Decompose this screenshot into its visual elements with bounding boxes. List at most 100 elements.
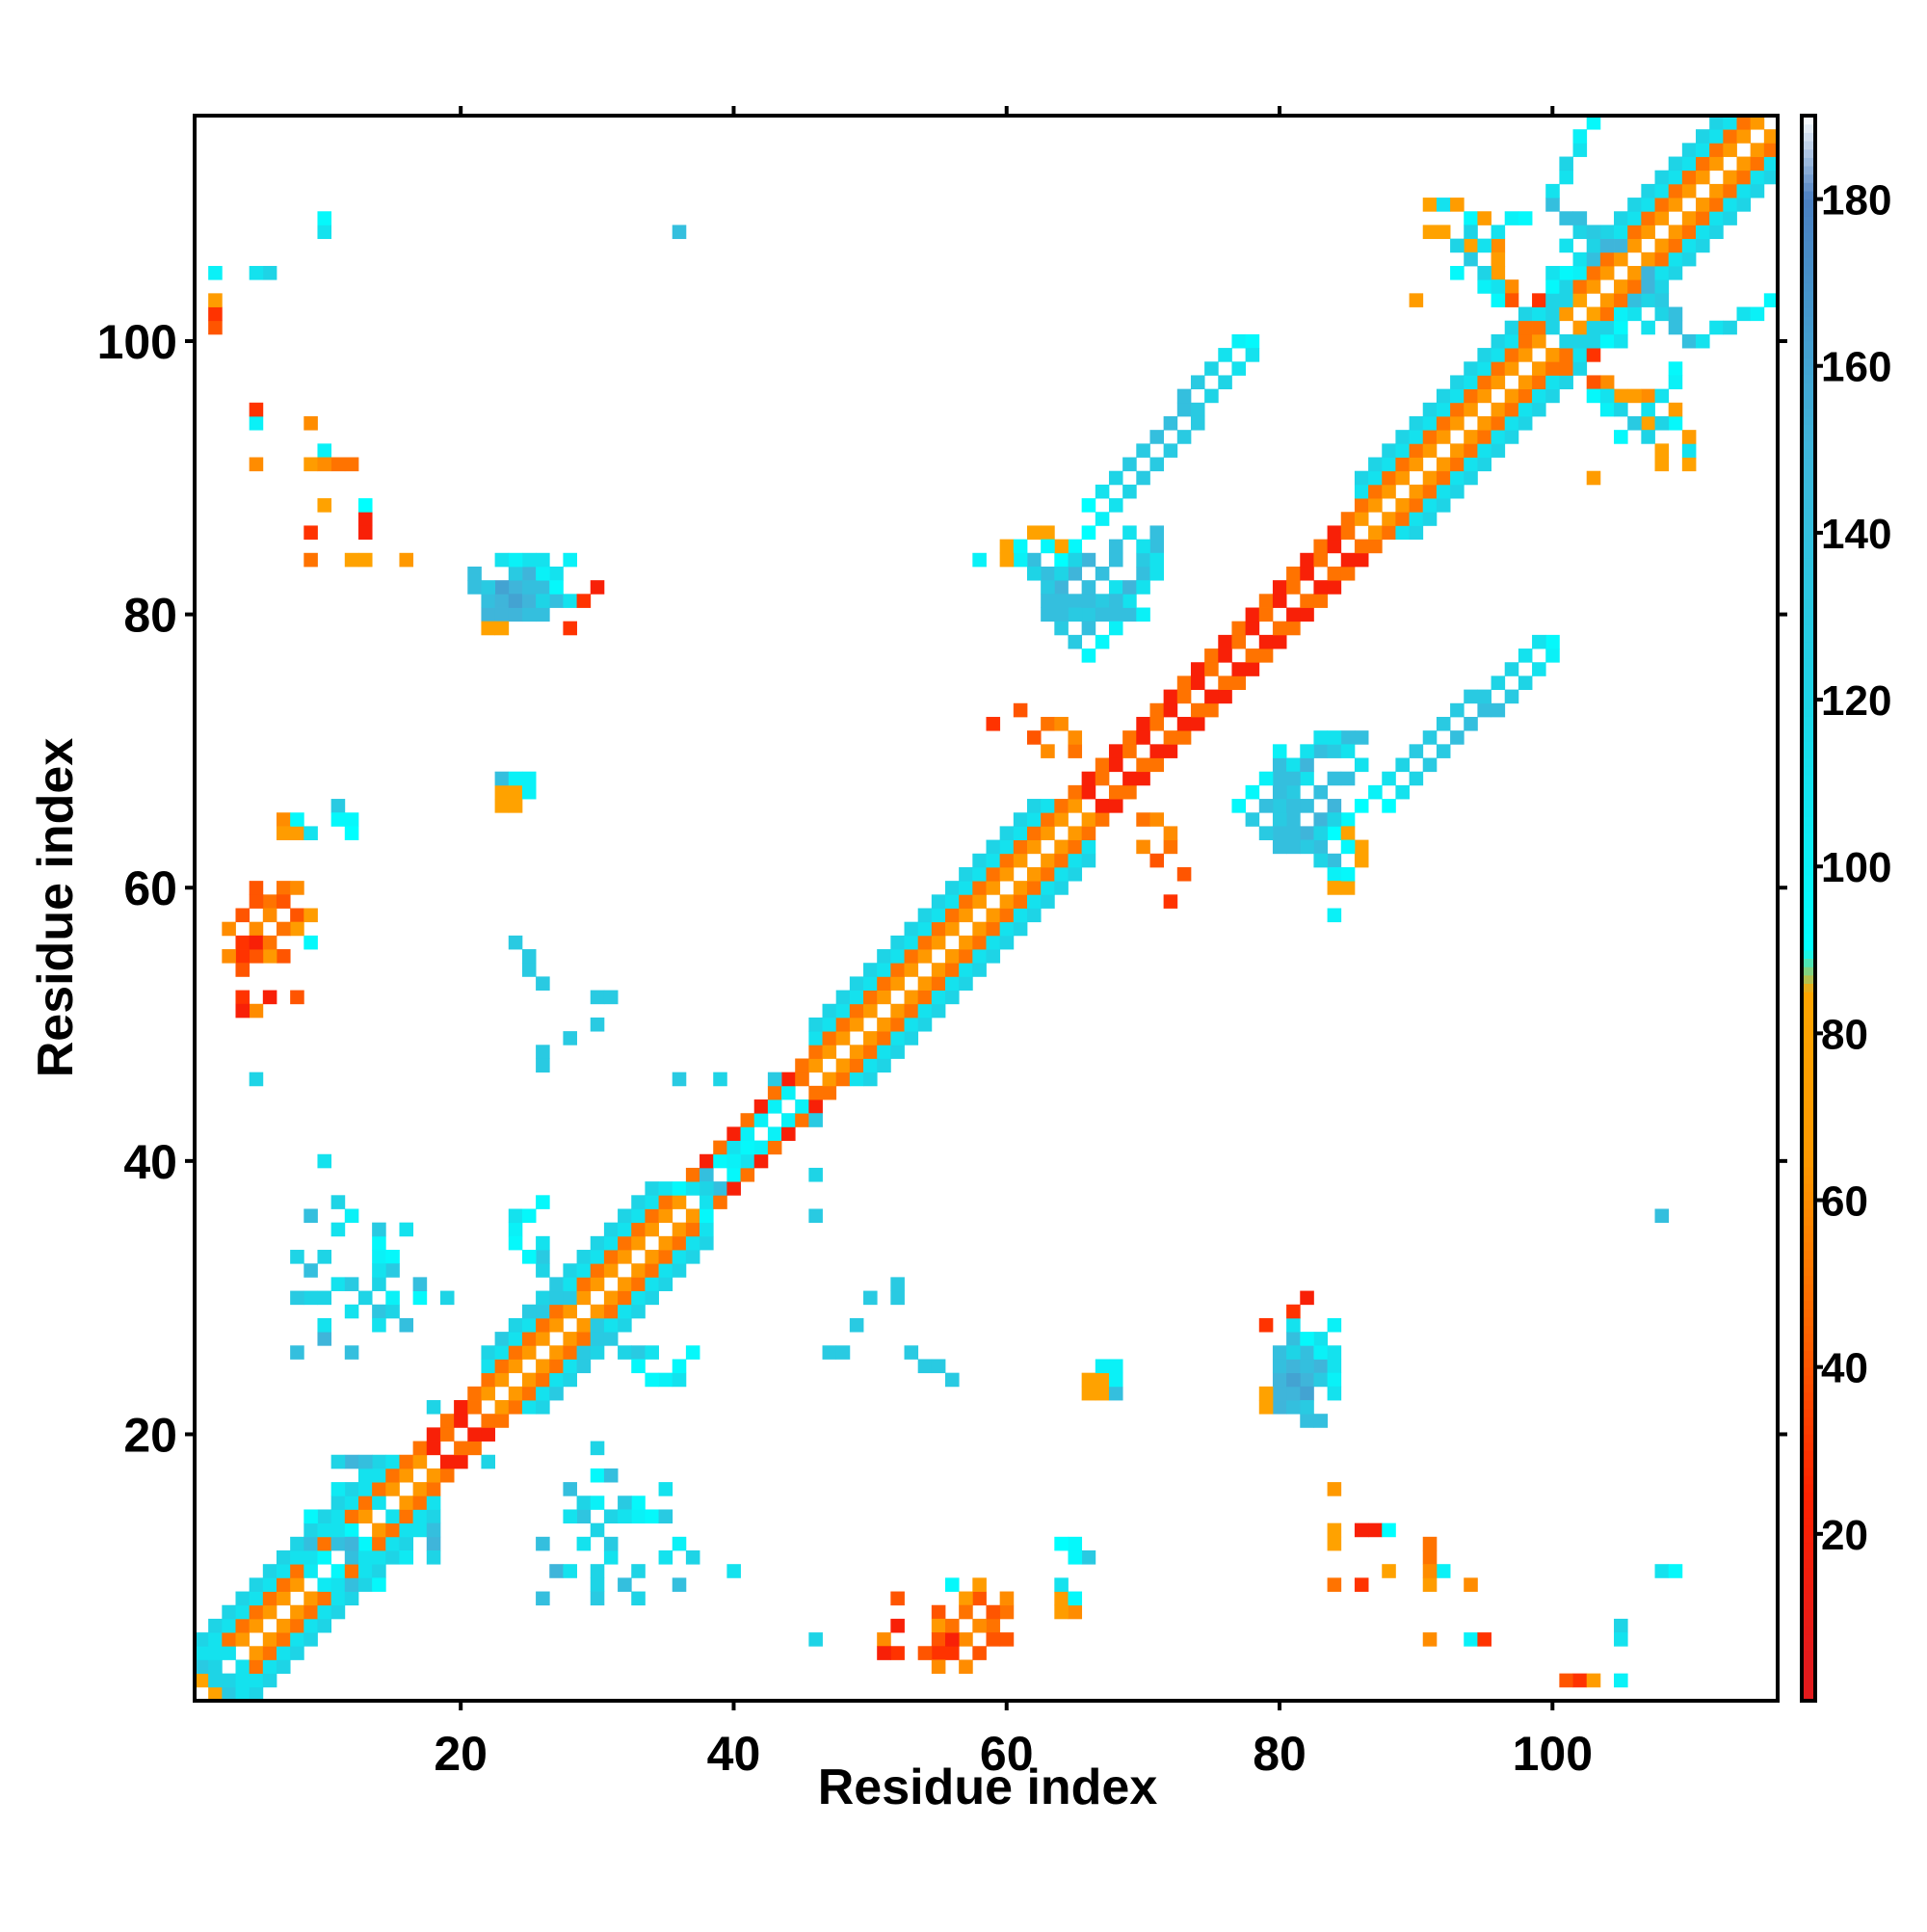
heatmap-cell	[1681, 156, 1697, 172]
heatmap-cell	[549, 580, 564, 595]
heatmap-cell	[849, 1317, 864, 1333]
heatmap-cell	[1368, 784, 1383, 800]
colorbar-segment	[1802, 383, 1815, 392]
heatmap-cell	[726, 1153, 741, 1169]
heatmap-cell	[563, 1332, 577, 1346]
heatmap-cell	[1013, 894, 1028, 909]
heatmap-cell	[658, 1482, 673, 1496]
heatmap-cell	[290, 1536, 304, 1551]
heatmap-cell	[999, 935, 1015, 950]
heatmap-cell	[508, 1400, 523, 1415]
heatmap-cell	[1136, 539, 1150, 554]
heatmap-cell	[1327, 1372, 1342, 1388]
colorbar-segment	[1802, 682, 1815, 692]
heatmap-cell	[1163, 839, 1178, 855]
colorbar-segment	[1802, 282, 1815, 292]
colorbar-segment	[1802, 1275, 1815, 1284]
heatmap-cell	[1572, 129, 1588, 144]
colorbar-segment	[1802, 666, 1815, 675]
heatmap-cell	[1258, 1400, 1274, 1415]
heatmap-cell	[276, 826, 291, 840]
heatmap-cell	[1095, 799, 1110, 813]
colorbar-segment	[1802, 1359, 1815, 1368]
heatmap-cell	[1081, 580, 1096, 595]
heatmap-cell	[317, 1317, 332, 1333]
colorbar-segment	[1802, 1442, 1815, 1451]
heatmap-cell	[1176, 402, 1192, 417]
y-tick-label: 100	[97, 315, 177, 369]
heatmap-cell	[1504, 320, 1519, 335]
heatmap-cell	[877, 1031, 891, 1045]
colorbar-segment	[1802, 707, 1815, 717]
heatmap-cell	[304, 935, 318, 950]
heatmap-cell	[1081, 498, 1096, 513]
heatmap-cell	[767, 1099, 782, 1114]
heatmap-cell	[1026, 881, 1042, 895]
heatmap-cell	[1450, 388, 1465, 404]
heatmap-cell	[1696, 238, 1710, 253]
heatmap-cell	[1750, 143, 1765, 157]
heatmap-cell	[249, 949, 264, 964]
heatmap-cell	[1081, 552, 1096, 568]
heatmap-cell	[249, 1673, 264, 1688]
heatmap-cell	[1668, 251, 1683, 267]
heatmap-cell	[576, 1250, 592, 1264]
heatmap-cell	[1163, 415, 1178, 431]
heatmap-cell	[1286, 799, 1301, 813]
colorbar-segment	[1802, 1166, 1815, 1177]
heatmap-cell	[1723, 198, 1737, 212]
colorbar-segment	[1802, 474, 1815, 484]
heatmap-cell	[835, 1345, 851, 1360]
heatmap-cell	[986, 839, 1001, 855]
heatmap-cell	[1464, 689, 1478, 704]
heatmap-cell	[1054, 716, 1069, 731]
heatmap-cell	[1422, 1536, 1438, 1551]
heatmap-cell	[1599, 265, 1615, 280]
heatmap-cell	[1272, 1400, 1287, 1415]
heatmap-cell	[1245, 607, 1260, 622]
heatmap-cell	[454, 1400, 468, 1415]
heatmap-cell	[1013, 921, 1028, 937]
heatmap-cell	[1068, 744, 1083, 758]
heatmap-cell	[1176, 716, 1192, 731]
colorbar-tick-label: 80	[1821, 1011, 1868, 1058]
colorbar-segment	[1802, 916, 1815, 926]
heatmap-cell	[467, 1441, 482, 1456]
heatmap-cell	[700, 1167, 714, 1182]
y-tick-label: 80	[123, 589, 177, 643]
heatmap-cell	[195, 1632, 209, 1647]
heatmap-cell	[1586, 225, 1601, 240]
heatmap-cell	[685, 1181, 700, 1196]
heatmap-cell	[1681, 143, 1697, 157]
heatmap-cell	[372, 1482, 386, 1496]
heatmap-cell	[1614, 333, 1628, 349]
heatmap-cell	[1614, 306, 1628, 322]
heatmap-cell	[1149, 566, 1165, 581]
heatmap-cell	[1272, 744, 1287, 758]
heatmap-cell	[262, 1632, 277, 1647]
heatmap-cell	[1054, 621, 1069, 636]
heatmap-cell	[1108, 757, 1123, 773]
heatmap-cell	[645, 1250, 659, 1264]
heatmap-cell	[1409, 771, 1424, 786]
heatmap-cell	[945, 894, 960, 909]
heatmap-cell	[1204, 648, 1219, 663]
heatmap-cell	[917, 990, 933, 1005]
colorbar-segment	[1802, 582, 1815, 593]
colorbar-segment	[1802, 165, 1815, 175]
heatmap-cell	[1627, 279, 1642, 294]
heatmap-cell	[590, 1577, 605, 1592]
heatmap-cell	[508, 1359, 523, 1374]
heatmap-cell	[412, 1454, 428, 1469]
colorbar-segment	[1802, 1042, 1815, 1051]
colorbar-segment	[1802, 657, 1815, 668]
heatmap-cell	[1176, 866, 1192, 882]
heatmap-cell	[508, 594, 523, 608]
heatmap-cell	[1450, 402, 1465, 417]
heatmap-cell	[1041, 799, 1055, 813]
heatmap-cell	[999, 894, 1015, 909]
heatmap-cell	[1041, 826, 1055, 840]
heatmap-cell	[1614, 430, 1628, 444]
heatmap-cell	[1054, 839, 1069, 855]
colorbar-segment	[1802, 757, 1815, 767]
